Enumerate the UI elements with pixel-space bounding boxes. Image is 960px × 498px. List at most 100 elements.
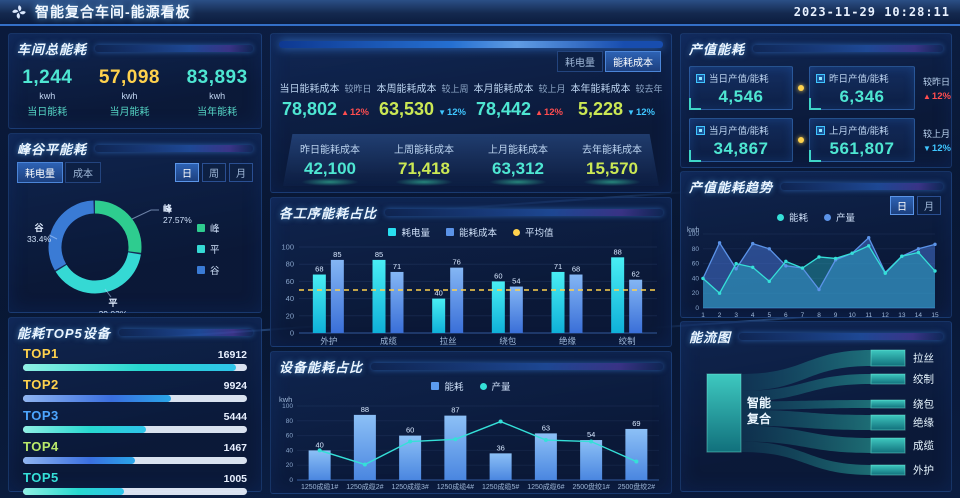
svg-text:33.4%: 33.4% xyxy=(27,234,52,244)
legend-item-energy[interactable]: 能耗 xyxy=(431,379,464,393)
svg-text:40: 40 xyxy=(286,294,294,303)
output-energy-box-thismonth: 当月产值/能耗 34,867 xyxy=(689,118,793,162)
svg-text:100: 100 xyxy=(688,231,699,238)
glow-decor xyxy=(301,178,359,186)
peak-valley-tabs: 耗电量 成本 xyxy=(17,162,101,183)
app-logo-pinwheel-icon xyxy=(10,3,28,21)
svg-text:68: 68 xyxy=(572,265,580,274)
svg-text:绝缘: 绝缘 xyxy=(559,336,577,346)
svg-text:54: 54 xyxy=(512,277,520,286)
period-day-button[interactable]: 日 xyxy=(175,163,199,182)
glow-decor xyxy=(395,178,453,186)
period-week-button[interactable]: 周 xyxy=(202,163,226,182)
title-decor xyxy=(95,145,253,152)
svg-text:12: 12 xyxy=(882,312,890,319)
workshop-total-stats: 1,244 kwh 当日能耗 57,098 kwh 当月能耗 83,893 kw… xyxy=(9,67,261,118)
output-energy-row-day: 当日产值/能耗 4,546 昨日产值/能耗 6,346 较昨日 12% xyxy=(681,66,951,110)
svg-text:1250成缆3#: 1250成缆3# xyxy=(391,482,428,491)
legend-item-power[interactable]: 耗电量 xyxy=(388,225,430,239)
svg-text:1250成缆4#: 1250成缆4# xyxy=(437,482,474,491)
svg-text:40: 40 xyxy=(434,289,442,298)
svg-text:平: 平 xyxy=(108,298,117,308)
cost-stats-row-previous: 昨日能耗成本 42,100 上周能耗成本 71,418 上月能耗成本 63,31… xyxy=(283,134,659,186)
svg-text:绞制: 绞制 xyxy=(619,336,636,346)
panel-title: 产值能耗趋势 xyxy=(689,180,774,195)
svg-text:1: 1 xyxy=(701,312,705,319)
svg-text:88: 88 xyxy=(361,405,369,414)
legend-item-cost[interactable]: 能耗成本 xyxy=(445,225,497,239)
connector-dot xyxy=(798,85,804,91)
svg-text:8: 8 xyxy=(817,312,821,319)
svg-text:20: 20 xyxy=(286,311,294,320)
top5-item: TOP2 9924 xyxy=(9,373,261,404)
tab-power-consumption[interactable]: 耗电量 xyxy=(557,51,603,72)
panel-output-energy-trend: 产值能耗趋势 日 月 能耗 产量 kwh 0 20 40 60 80 100 1 2 3 4 5 6 7 8… xyxy=(680,171,952,319)
svg-text:80: 80 xyxy=(286,418,294,425)
panel-top5-devices: 能耗TOP5设备 TOP1 16912 TOP2 9924 TOP3 5444 TOP… xyxy=(8,317,262,495)
process-chart-legend: 耗电量 能耗成本 平均值 xyxy=(271,225,671,239)
top5-item: TOP4 1467 xyxy=(9,435,261,466)
svg-text:4: 4 xyxy=(751,312,755,319)
top5-item: TOP5 1005 xyxy=(9,466,261,497)
header-bar: 智能复合车间-能源看板 2023-11-29 10:28:11 xyxy=(0,0,960,26)
period-month-button[interactable]: 月 xyxy=(917,196,941,215)
legend-item-average[interactable]: 平均值 xyxy=(513,225,554,239)
svg-text:1250成缆5#: 1250成缆5# xyxy=(482,482,519,491)
legend-item-valley[interactable]: 谷 xyxy=(197,263,220,277)
svg-text:2: 2 xyxy=(718,312,722,319)
period-month-button[interactable]: 月 xyxy=(229,163,253,182)
svg-text:40: 40 xyxy=(286,447,294,454)
svg-text:100: 100 xyxy=(281,243,294,252)
panel-device-energy-share: 设备能耗占比 能耗 产量 kwh 0 20 40 60 80 100 40 1250成缆1# 88… xyxy=(270,351,672,494)
legend-item-output[interactable]: 产量 xyxy=(824,210,855,224)
svg-text:20: 20 xyxy=(286,462,294,469)
svg-text:1250成缆2#: 1250成缆2# xyxy=(346,482,383,491)
panel-title: 能耗TOP5设备 xyxy=(17,326,111,341)
checkbox-icon xyxy=(696,73,705,83)
svg-text:40: 40 xyxy=(692,275,700,282)
legend-item-output[interactable]: 产量 xyxy=(479,379,511,393)
datetime: 2023-11-29 10:28:11 xyxy=(793,5,950,19)
legend-item-energy[interactable]: 能耗 xyxy=(776,210,808,224)
cost-overview-tabs: 耗电量 能耗成本 xyxy=(557,51,661,72)
svg-text:成缆: 成缆 xyxy=(913,439,934,452)
tab-cost[interactable]: 成本 xyxy=(65,162,101,183)
svg-text:外护: 外护 xyxy=(913,464,934,477)
legend-item-flat[interactable]: 平 xyxy=(197,242,220,256)
svg-text:60: 60 xyxy=(692,261,700,268)
svg-text:88: 88 xyxy=(613,247,621,256)
title-decor xyxy=(753,45,943,52)
top5-item: TOP1 16912 xyxy=(9,342,261,373)
svg-text:13: 13 xyxy=(898,312,906,319)
svg-text:85: 85 xyxy=(333,250,341,259)
title-decor xyxy=(371,363,663,370)
svg-text:62: 62 xyxy=(631,270,639,279)
svg-text:智能: 智能 xyxy=(746,395,771,410)
svg-text:0: 0 xyxy=(290,329,294,338)
tab-energy-cost[interactable]: 能耗成本 xyxy=(605,51,661,72)
period-day-button[interactable]: 日 xyxy=(890,196,914,215)
stat-lastweek-cost: 上周能耗成本 71,418 xyxy=(377,141,471,186)
device-energy-bar-chart: kwh 0 20 40 60 80 100 40 1250成缆1# 88 1250成缆2# 60 125… xyxy=(279,395,659,491)
tab-power-consumption[interactable]: 耗电量 xyxy=(17,162,63,183)
svg-text:绞制: 绞制 xyxy=(913,373,934,386)
title-decor xyxy=(739,333,943,340)
process-energy-bar-chart: 0 20 40 60 80 100 68 85 外护 85 71 成缆 40 76 拉丝 60 54 绕包 71 68… xyxy=(281,243,657,346)
svg-text:40: 40 xyxy=(315,440,323,449)
svg-text:拉丝: 拉丝 xyxy=(440,336,458,346)
stat-monthly-energy: 57,098 kwh 当月能耗 xyxy=(98,67,161,118)
stat-lastyear-cost: 去年能耗成本 15,570 xyxy=(565,141,659,186)
trend-chart-legend: 能耗 产量 xyxy=(681,210,951,224)
svg-text:2500盘绞2#: 2500盘绞2# xyxy=(618,482,655,491)
checkbox-icon xyxy=(816,73,825,83)
legend-item-peak[interactable]: 峰 xyxy=(197,221,220,235)
checkbox-icon xyxy=(696,125,705,135)
svg-text:绝缘: 绝缘 xyxy=(913,416,934,429)
checkbox-icon xyxy=(816,125,825,135)
svg-text:10: 10 xyxy=(849,312,857,319)
panel-glowbar-decor xyxy=(279,41,663,48)
title-decor xyxy=(118,329,253,336)
